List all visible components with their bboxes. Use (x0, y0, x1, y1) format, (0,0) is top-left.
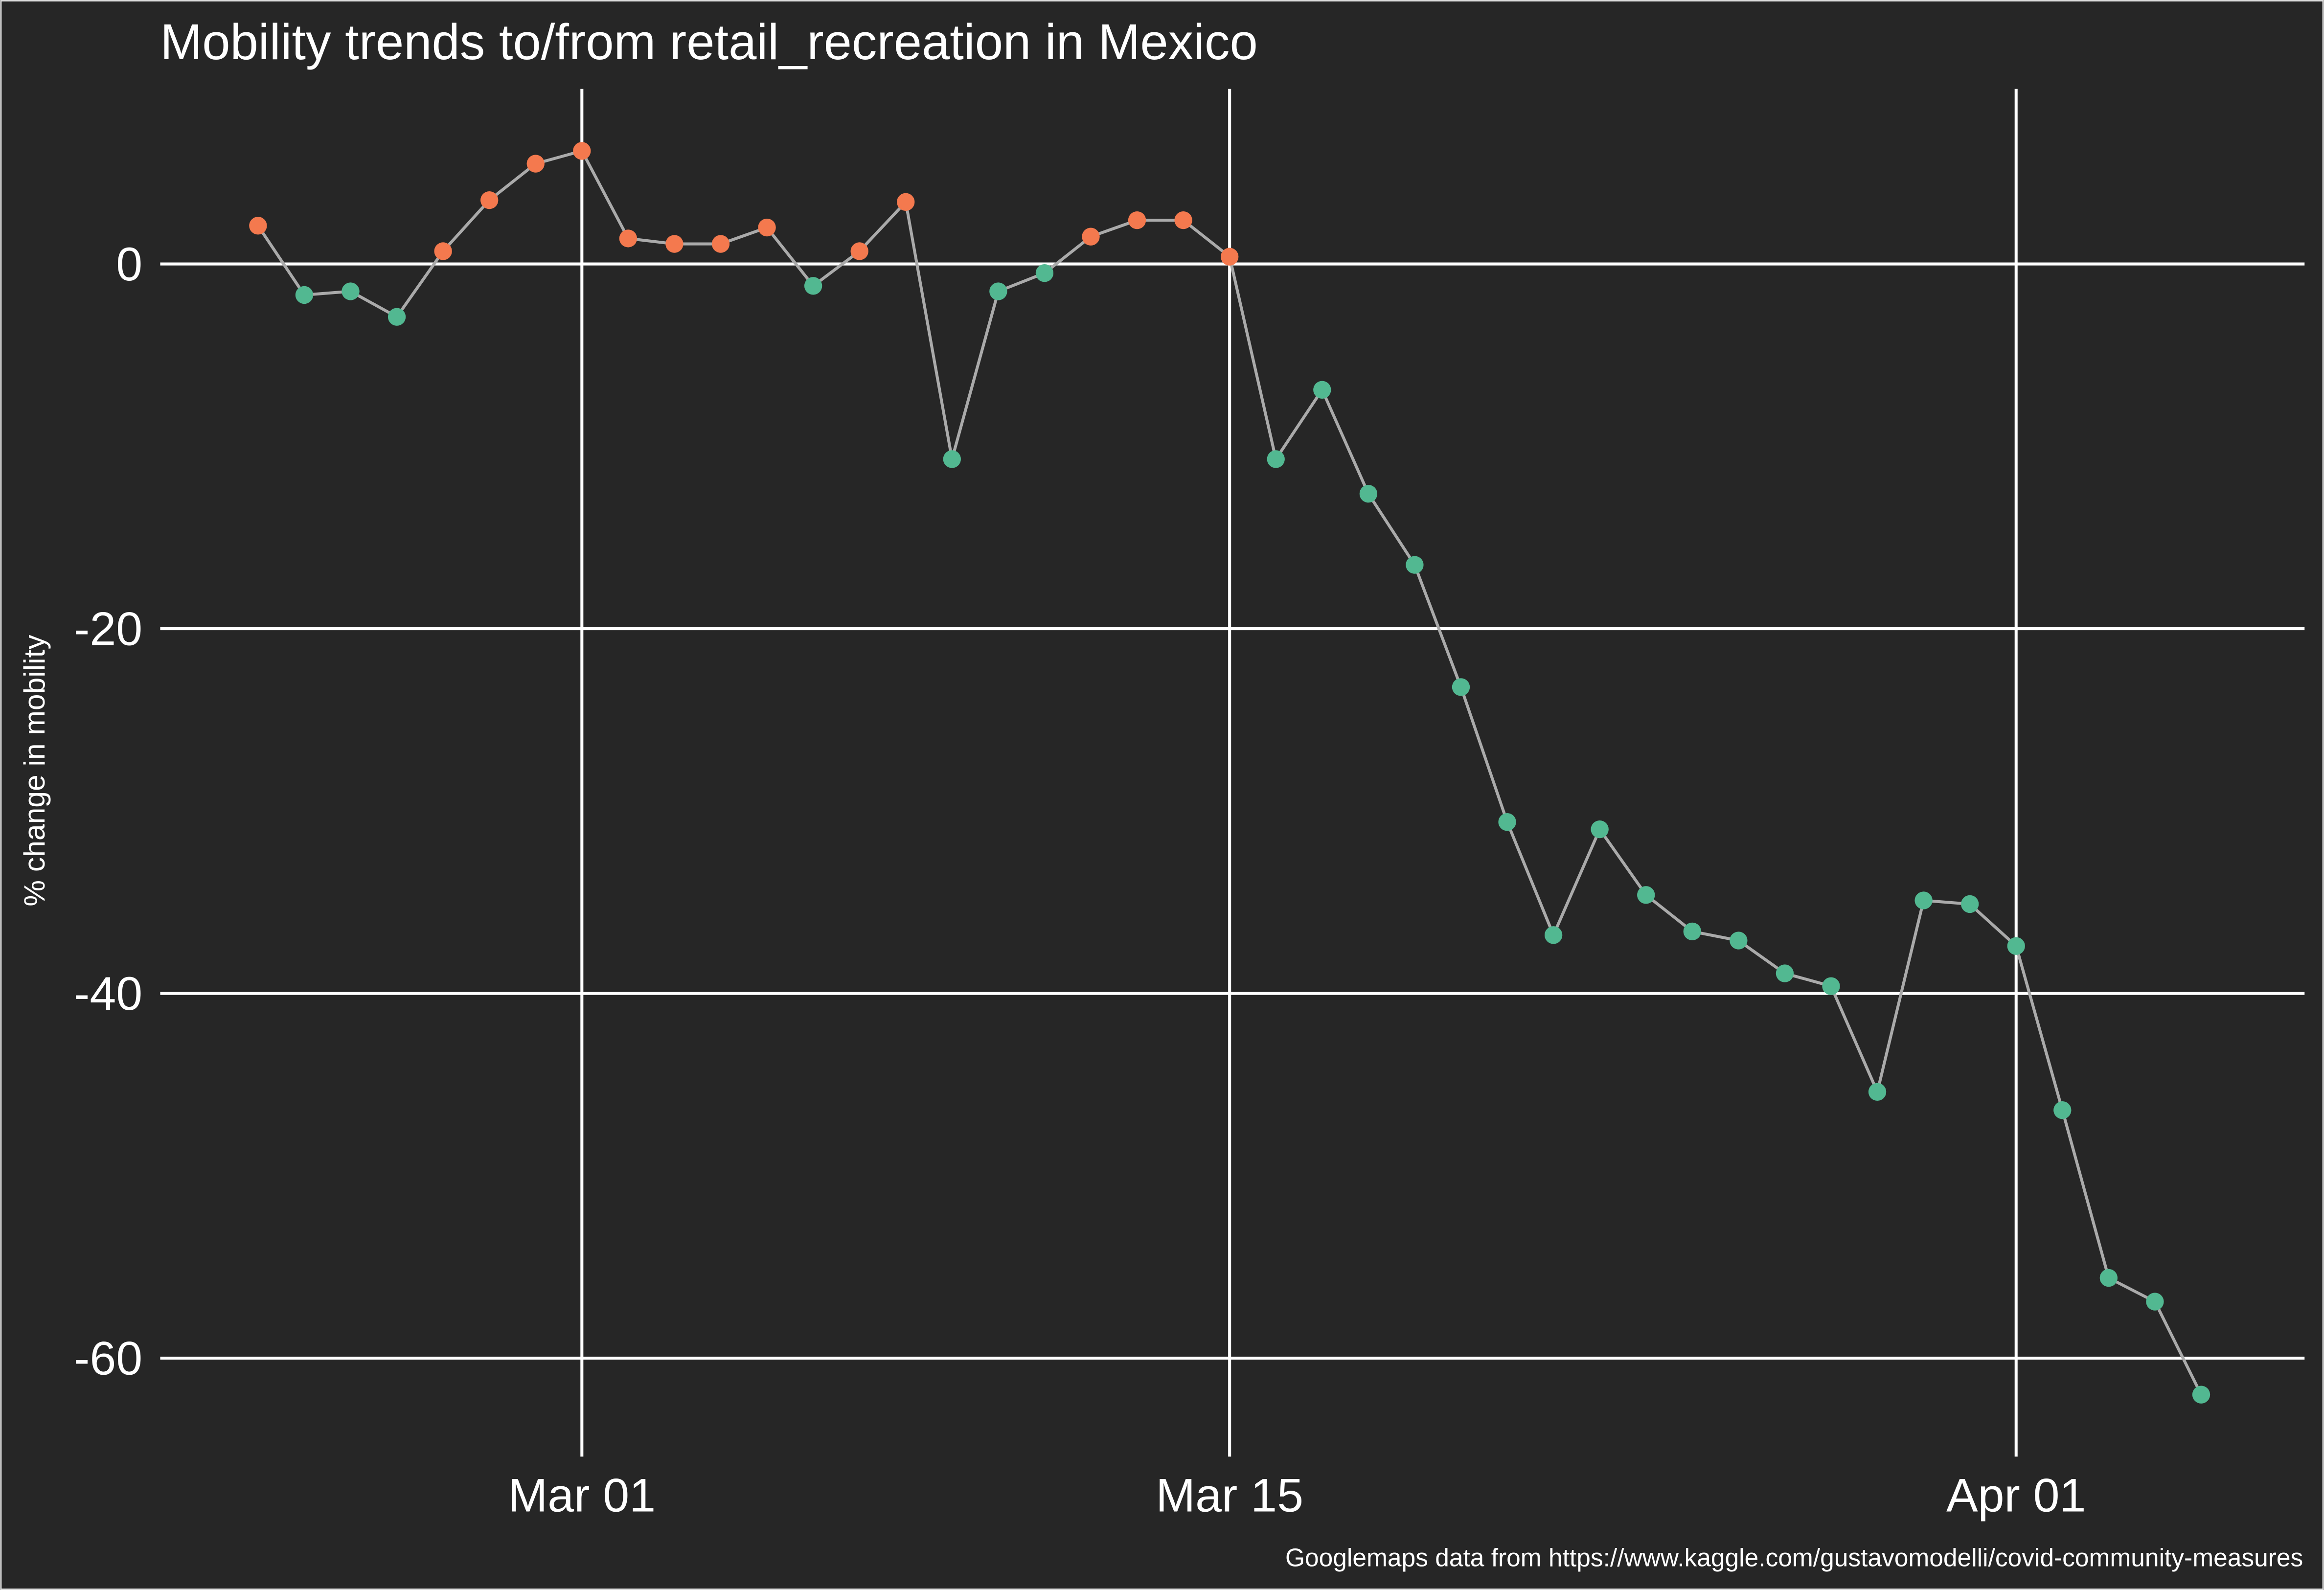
point (2007, 937, 2025, 955)
point (897, 193, 915, 211)
point (1914, 891, 1933, 909)
point (1082, 227, 1100, 246)
point (1406, 556, 1424, 574)
point (1452, 678, 1470, 696)
point (2192, 1386, 2210, 1404)
caption: Googlemaps data from https://www.kaggle.… (1285, 1544, 2303, 1572)
point (1359, 485, 1378, 503)
point (434, 242, 452, 260)
point (2099, 1269, 2118, 1287)
point (526, 155, 545, 173)
point (387, 308, 406, 326)
point (665, 235, 684, 253)
point (1498, 813, 1516, 831)
point (711, 235, 730, 253)
y-tick-label: 0 (116, 237, 142, 291)
point (1128, 211, 1146, 229)
point (758, 218, 776, 237)
y-axis-label: % change in mobility (18, 635, 51, 907)
point (1822, 977, 1840, 995)
point (1960, 895, 1979, 913)
x-tick-label: Apr 01 (1946, 1468, 2086, 1522)
point (2053, 1101, 2072, 1119)
point (1637, 886, 1655, 904)
x-tick-label: Mar 01 (508, 1468, 656, 1522)
point (1544, 926, 1563, 944)
point (943, 450, 961, 468)
point (1313, 381, 1331, 399)
point (1174, 211, 1192, 229)
point (989, 282, 1007, 300)
point (804, 277, 822, 295)
point (1267, 450, 1285, 468)
point (619, 229, 638, 248)
point (1035, 264, 1054, 282)
y-tick-label: -60 (74, 1331, 142, 1385)
point (2146, 1293, 2164, 1311)
point (1730, 931, 1748, 950)
point (249, 217, 267, 235)
point (1591, 820, 1609, 839)
chart-title: Mobility trends to/from retail_recreatio… (160, 14, 1257, 70)
point (573, 142, 591, 160)
point (850, 242, 868, 260)
point (1683, 922, 1701, 941)
y-tick-label: -20 (74, 602, 142, 655)
x-tick-label: Mar 15 (1156, 1468, 1303, 1522)
point (480, 191, 499, 209)
point (342, 282, 360, 300)
point (1868, 1083, 1887, 1101)
point (1776, 964, 1794, 982)
point (295, 286, 314, 304)
y-tick-label: -40 (74, 967, 142, 1020)
point (1221, 248, 1239, 266)
